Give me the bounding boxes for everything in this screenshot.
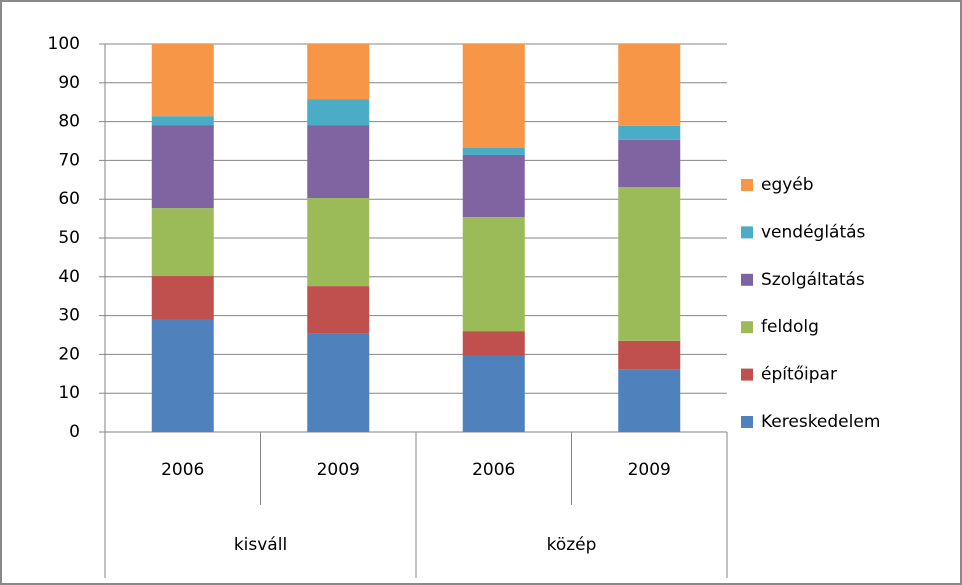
x-tick-label: 2006 xyxy=(472,460,515,480)
x-tick-label: 2009 xyxy=(628,460,671,480)
legend-swatch xyxy=(741,321,753,334)
bar-segment xyxy=(307,44,370,100)
bar-segment xyxy=(462,355,525,432)
legend-label: Kereskedelem xyxy=(761,412,880,432)
legend-swatch xyxy=(741,416,753,428)
bar-segment xyxy=(462,154,525,218)
legend-label: vendéglátás xyxy=(761,222,866,242)
legend-swatch xyxy=(741,179,753,191)
bar-segment xyxy=(151,276,214,320)
y-tick-label: 100 xyxy=(48,34,80,54)
legend-label: feldolg xyxy=(761,317,819,337)
group-label: közép xyxy=(547,535,597,555)
bar-segment xyxy=(307,99,370,126)
bar-segment xyxy=(307,333,370,432)
bar-segment xyxy=(462,217,525,332)
legend-swatch xyxy=(741,368,753,381)
y-tick-label: 30 xyxy=(58,306,80,326)
x-tick-label: 2009 xyxy=(317,460,360,480)
legend-swatch xyxy=(741,226,753,239)
y-tick-label: 20 xyxy=(58,344,80,364)
bar-segment xyxy=(307,198,370,287)
y-tick-label: 10 xyxy=(58,383,80,403)
bar-segment xyxy=(307,286,370,334)
y-tick-label: 60 xyxy=(58,189,80,209)
y-tick-label: 70 xyxy=(58,150,80,170)
y-tick-label: 40 xyxy=(58,267,80,287)
group-label: kisváll xyxy=(234,535,287,555)
legend-swatch xyxy=(741,273,753,286)
legend-label: egyéb xyxy=(761,175,814,195)
bar-segment xyxy=(462,147,525,155)
legend-label: építőipar xyxy=(761,365,837,385)
bar-segment xyxy=(618,139,681,188)
bar-segment xyxy=(462,331,525,356)
bar-segment xyxy=(618,125,681,140)
legend-label: Szolgáltatás xyxy=(761,270,865,290)
y-tick-label: 80 xyxy=(58,112,80,132)
bar-segment xyxy=(618,44,681,126)
bar-segment xyxy=(618,369,681,432)
bar-segment xyxy=(618,340,681,370)
bar-segment xyxy=(151,116,214,126)
y-tick-label: 50 xyxy=(58,228,80,248)
bar-segment xyxy=(618,187,681,341)
y-tick-label: 0 xyxy=(69,422,80,442)
bar-segment xyxy=(151,208,214,277)
bar-segment xyxy=(151,44,214,117)
x-tick-label: 2006 xyxy=(161,460,204,480)
y-tick-label: 90 xyxy=(58,73,80,93)
bar-segment xyxy=(151,319,214,432)
bar-segment xyxy=(462,44,525,148)
bar-segment xyxy=(151,125,214,209)
bar-segment xyxy=(307,125,370,199)
